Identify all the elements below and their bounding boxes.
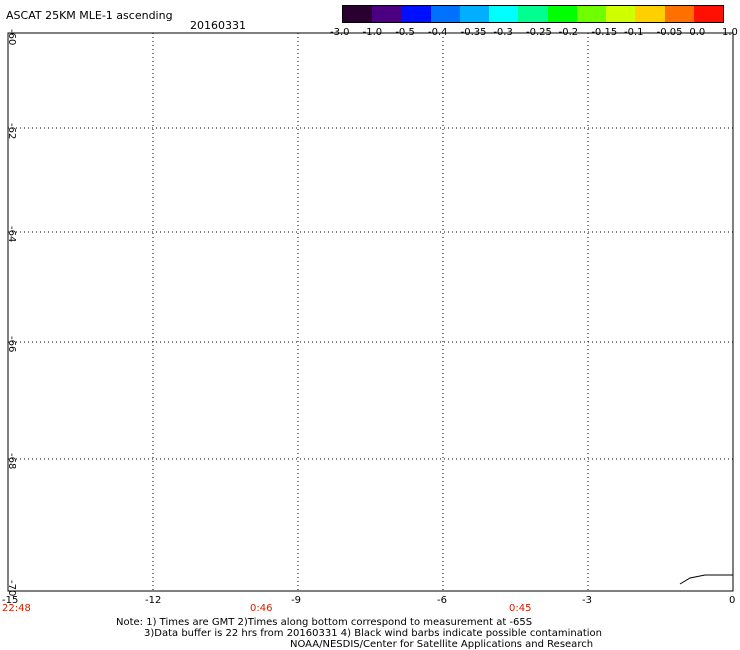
map-frame: [7, 32, 734, 592]
colorbar-swatch: [372, 6, 402, 22]
colorbar-swatch: [459, 6, 490, 22]
lat-label: -64: [6, 226, 17, 243]
note-line-1: Note: 1) Times are GMT 2)Times along bot…: [116, 617, 533, 628]
note-line-3: NOAA/NESDIS/Center for Satellite Applica…: [290, 639, 594, 650]
lon-label: 0: [729, 595, 736, 606]
time-label: 22:48: [2, 603, 31, 614]
colorbar: [342, 5, 724, 23]
colorbar-swatch: [401, 6, 431, 22]
lat-label: -62: [6, 123, 17, 140]
colorbar-swatch: [664, 6, 694, 22]
lon-label: -6: [437, 595, 447, 606]
coastline: [679, 574, 733, 585]
note-line-2: 3)Data buffer is 22 hrs from 20160331 4)…: [144, 628, 602, 639]
colorbar-swatch: [576, 6, 607, 22]
lat-label: -70: [6, 580, 17, 597]
lon-label: -15: [2, 595, 19, 606]
graticule: [8, 33, 733, 591]
colorbar-swatch: [430, 6, 460, 22]
lat-label: -68: [6, 453, 17, 470]
lon-label: -3: [582, 595, 592, 606]
colorbar-swatch: [606, 6, 636, 22]
colorbar-swatch: [489, 6, 519, 22]
map-date: 20160331: [190, 19, 246, 32]
lon-label: -12: [145, 595, 162, 606]
lat-label: -66: [6, 336, 17, 353]
colorbar-swatch: [343, 6, 373, 22]
time-label: 0:45: [509, 603, 532, 614]
map-title: ASCAT 25KM MLE-1 ascending: [6, 9, 173, 22]
colorbar-swatch: [635, 6, 665, 22]
time-label: 0:46: [250, 603, 273, 614]
lon-label: -9: [291, 595, 301, 606]
colorbar-swatch: [693, 6, 724, 22]
lat-label: -60: [6, 29, 17, 46]
colorbar-swatch: [547, 6, 577, 22]
colorbar-swatch: [518, 6, 548, 22]
